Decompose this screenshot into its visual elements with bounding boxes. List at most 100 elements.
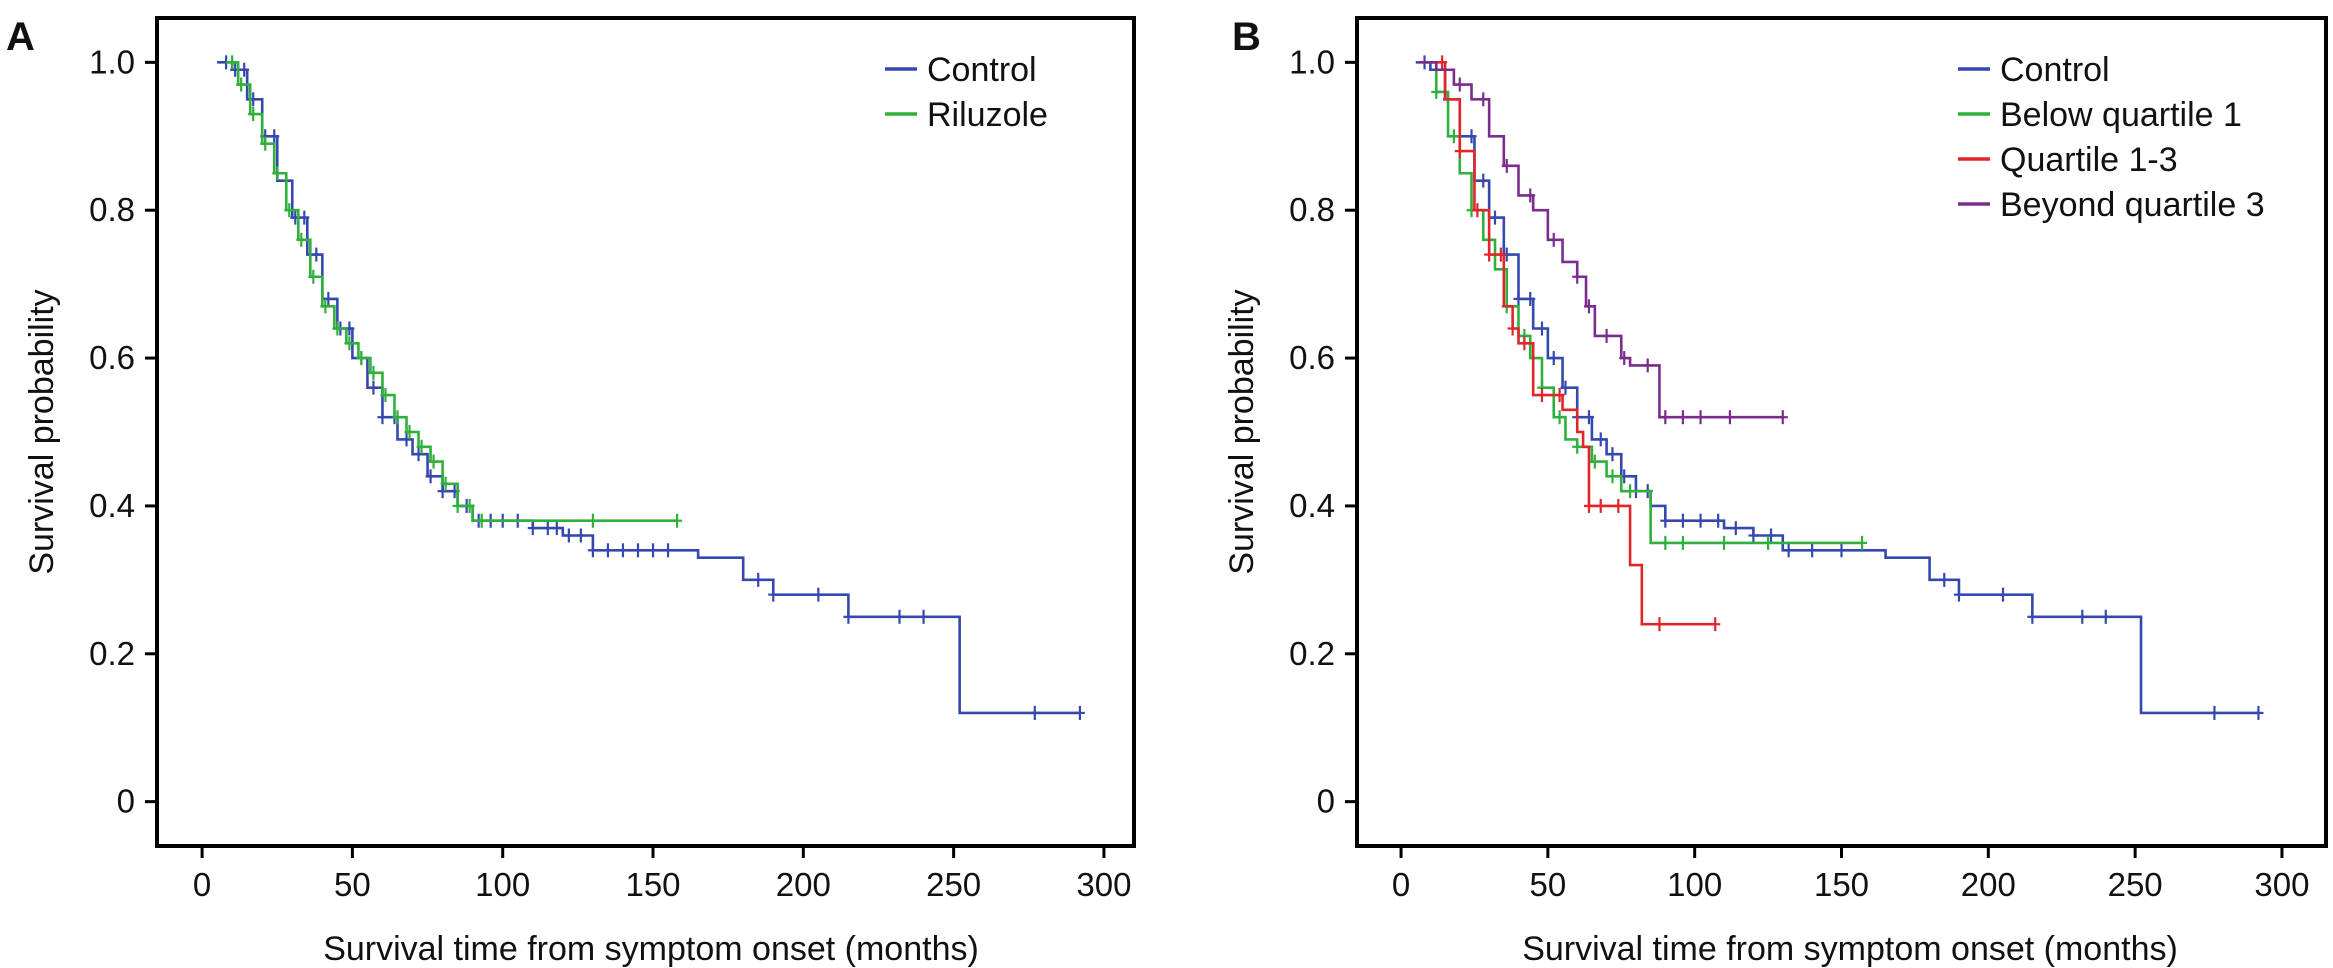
panel-a-censor-mark-riluzole: [587, 513, 598, 528]
panel-a-legend-label: Riluzole: [927, 96, 1048, 134]
panel-a-censor-mark-riluzole: [404, 425, 415, 439]
panel-a-y-tick-label: 0: [117, 783, 135, 820]
panel-b-x-tick-label: 300: [2254, 866, 2309, 903]
panel-a-y-tick-label: 0.4: [89, 487, 135, 524]
panel-b-censor-mark-beyond-quartile-3: [1572, 269, 1583, 284]
panel-b-censor-mark-beyond-quartile-3: [1478, 92, 1489, 107]
panel-b-censor-mark-beyond-quartile-3: [1677, 410, 1688, 425]
panel-b-censor-mark-control: [1490, 210, 1501, 225]
panel-a-censor-mark-control: [813, 587, 824, 602]
panel-b-censor-mark-beyond-quartile-3: [1454, 77, 1465, 92]
panel-a-x-tick-label: 150: [625, 866, 680, 903]
panel-a-censor-mark-riluzole: [380, 388, 391, 403]
panel-a-censor-mark-control: [632, 543, 643, 558]
panel-a-censor-mark-control: [311, 247, 322, 262]
panel-b-x-ticks: 0 50 100 150 200 250 300: [1392, 846, 2309, 903]
panel-b-censor-mark-quartile-1-3: [1536, 388, 1547, 403]
panel-a-y-tick-label: 0.6: [89, 339, 135, 376]
panel-b-censor-mark-quartile-1-3: [1519, 336, 1530, 351]
panel-b-censor-mark-quartile-1-3: [1472, 203, 1483, 218]
panel-b-legend-label: Below quartile 1: [2000, 96, 2242, 134]
panel-b-censor-mark-below-quartile-1: [1625, 484, 1636, 499]
panel-a-letter: A: [6, 15, 35, 59]
panel-b-censor-mark-below-quartile-1: [1448, 129, 1459, 144]
panel-a-x-tick-label: 200: [776, 866, 831, 903]
panel-a-censor-mark-control: [753, 572, 764, 587]
panel-a: A 0 50 100 150 200 250 300 0 0.2 0.4 0.6 0.8 1.0 Co…: [6, 15, 1136, 968]
panel-b-censor-mark-below-quartile-1: [1607, 469, 1618, 484]
panel-b-censor-mark-control: [1466, 129, 1477, 144]
panel-b-censor-mark-control: [1677, 513, 1688, 528]
panel-b-censor-mark-below-quartile-1: [1572, 439, 1583, 454]
panel-b-x-tick-label: 150: [1814, 866, 1869, 903]
panel-b-censor-mark-control: [1560, 380, 1571, 395]
panel-a-censor-mark-control: [894, 609, 905, 624]
panel-b-censor-mark-quartile-1-3: [1613, 498, 1624, 513]
panel-b-censor-mark-beyond-quartile-3: [1583, 299, 1594, 314]
panel-a-censor-mark-control: [1029, 705, 1040, 720]
panel-b-x-tick-label: 200: [1961, 866, 2016, 903]
panel-a-censor-mark-riluzole: [260, 136, 271, 151]
panel-a-y-tick-label: 0.8: [89, 191, 135, 228]
panel-b-censor-mark-control: [1998, 587, 2008, 602]
panel-b-y-tick-label: 0.8: [1289, 191, 1335, 228]
panel-b-censor-mark-control: [1953, 587, 1964, 602]
panel-b-curve-quartile-1-3: [1430, 61, 1716, 626]
panel-b-censor-mark-below-quartile-1: [1763, 535, 1774, 550]
panel-b-censor-mark-control: [1525, 291, 1536, 306]
panel-b-y-axis-title: Survival probability: [1223, 289, 1261, 574]
panel-a-censor-mark-control: [768, 587, 779, 602]
panel-a-legend: Control Riluzole: [885, 51, 1048, 134]
panel-a-x-ticks: 0 50 100 150 200 250 300: [193, 846, 1131, 903]
panel-a-censor-mark-control: [323, 291, 334, 306]
panel-a-censor-mark-control: [602, 543, 613, 558]
panel-a-censor-mark-control: [527, 521, 538, 536]
panel-b-censor-mark-quartile-1-3: [1583, 498, 1594, 513]
panel-b-y-tick-label: 0: [1317, 783, 1335, 820]
panel-b-censor-mark-control: [1713, 513, 1724, 528]
panel-b-censor-mark-control: [1548, 351, 1559, 366]
panel-b-curves: [1415, 55, 2264, 720]
panel-b-censor-mark-control: [2253, 705, 2264, 720]
panel-b-censor-mark-control: [1595, 432, 1606, 447]
panel-a-censor-mark-control: [413, 447, 424, 462]
panel-b-censor-mark-beyond-quartile-3: [1501, 158, 1512, 173]
panel-b-censor-mark-beyond-quartile-3: [1695, 410, 1706, 425]
panel-b-censor-mark-control: [2027, 609, 2038, 624]
panel-b-curve-beyond-quartile-3: [1418, 61, 1783, 419]
panel-b: B 0 50 100 150 200 250 300 0 0.2 0.4 0.6 0.8 1.0 Co…: [1223, 15, 2328, 968]
panel-a-censor-mark-riluzole: [452, 498, 463, 513]
panel-b-censor-mark-control: [1607, 447, 1618, 462]
panel-b-censor-mark-quartile-1-3: [1654, 617, 1665, 632]
panel-b-legend-label: Control: [2000, 51, 2110, 89]
panel-b-letter: B: [1232, 15, 1261, 59]
panel-a-curve-riluzole: [226, 61, 678, 523]
panel-a-curves: [217, 55, 1085, 720]
panel-a-censor-mark-riluzole: [416, 439, 427, 454]
panel-b-censor-mark-control: [1660, 513, 1671, 528]
panel-b-censor-mark-control: [1766, 528, 1777, 543]
panel-a-censor-mark-riluzole: [248, 107, 259, 122]
panel-b-censor-mark-control: [1748, 528, 1759, 543]
panel-a-censor-mark-riluzole: [392, 410, 403, 425]
panel-b-y-tick-label: 1.0: [1289, 43, 1335, 80]
panel-b-censor-mark-control: [1939, 572, 1950, 587]
panel-a-censor-mark-control: [368, 380, 379, 395]
panel-a-censor-mark-control: [1074, 705, 1085, 720]
panel-a-plot-frame: [155, 16, 1136, 848]
panel-a-x-tick-label: 250: [926, 866, 981, 903]
panel-a-censor-mark-control: [239, 62, 250, 77]
panel-a-censor-mark-riluzole: [284, 203, 295, 218]
panel-b-x-tick-label: 250: [2108, 866, 2163, 903]
panel-a-censor-mark-control: [563, 528, 574, 543]
panel-a-censor-mark-riluzole: [476, 513, 487, 528]
panel-a-censor-mark-control: [437, 484, 448, 499]
panel-b-censor-mark-quartile-1-3: [1710, 617, 1721, 632]
panel-b-censor-mark-beyond-quartile-3: [1601, 328, 1612, 343]
panel-a-censor-mark-control: [542, 521, 553, 536]
panel-b-censor-mark-quartile-1-3: [1437, 55, 1448, 70]
panel-a-x-tick-label: 300: [1076, 866, 1131, 903]
panel-b-legend-label: Beyond quartile 3: [2000, 186, 2265, 224]
panel-b-censor-mark-quartile-1-3: [1454, 144, 1465, 159]
panel-a-censor-mark-riluzole: [464, 498, 475, 513]
